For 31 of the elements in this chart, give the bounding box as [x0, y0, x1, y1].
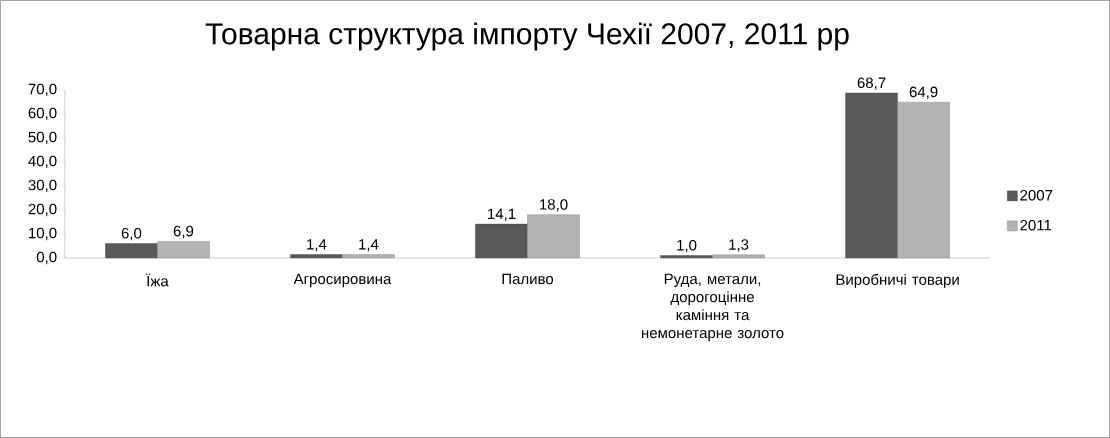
bar: [660, 255, 713, 259]
data-label: 14,1: [488, 208, 516, 221]
x-tick-label: Агросировина: [293, 273, 392, 288]
x-tick-label: Паливо: [502, 273, 554, 285]
bar: [105, 243, 158, 259]
data-label: 18,0: [540, 199, 568, 212]
y-tick-label: 0,0: [36, 251, 57, 265]
chart-title: Товарна структура імпорту Чехії 2007, 2011 рр: [205, 22, 849, 51]
x-tick-label: Виробничі товари: [836, 273, 959, 288]
data-label: 1,3: [729, 239, 749, 252]
data-label: 68,7: [857, 77, 886, 90]
y-tick-label: 40,0: [28, 155, 57, 169]
y-tick-label: 50,0: [28, 131, 57, 145]
y-tick-label: 30,0: [28, 179, 57, 193]
data-label: 1,4: [359, 239, 379, 252]
data-label: 1,0: [677, 240, 697, 253]
legend-label: 2011: [1020, 219, 1052, 231]
data-label: 64,9: [909, 86, 938, 100]
x-tick-label: Їжа: [146, 273, 169, 287]
bar: [845, 92, 898, 259]
x-tick-label: Руда, метали, дорогоцінне каміння та немонетарне золото: [642, 273, 784, 342]
data-label: 6,0: [121, 228, 142, 241]
y-tick-label: 20,0: [28, 203, 57, 217]
data-label: 1,4: [307, 239, 327, 252]
legend-label: 2007: [1020, 189, 1053, 201]
y-tick-label: 60,0: [28, 107, 57, 121]
y-tick-label: 70,0: [28, 83, 57, 97]
y-tick-label: 10,0: [29, 227, 57, 241]
data-label: 6,9: [173, 225, 194, 239]
bar: [290, 254, 343, 259]
bar: [475, 223, 528, 259]
